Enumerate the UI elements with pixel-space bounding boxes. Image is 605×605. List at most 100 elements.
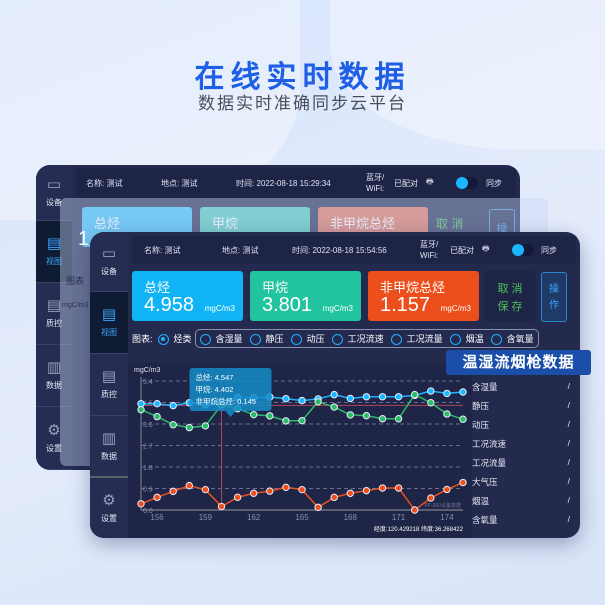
data-point	[427, 399, 435, 407]
sidebar-label: 设备	[46, 198, 62, 207]
data-point	[394, 484, 403, 492]
radio-3[interactable]: 动压	[290, 332, 325, 346]
sidebar-item-view[interactable]: ▤ 视图	[36, 221, 72, 283]
param-row: 工况流速 /	[472, 438, 576, 457]
sidebar-label: 质控	[101, 390, 117, 399]
data-point	[201, 485, 210, 494]
param-label: 烟温	[472, 496, 490, 506]
data-point	[250, 410, 258, 419]
x-tick-label: 162	[247, 513, 261, 522]
param-label: 含湿量	[472, 382, 498, 392]
cancel-button[interactable]: 取 消	[497, 283, 523, 295]
radio-group: 含湿量 静压 动压 工况流速 工况流量 烟温 含氧量	[194, 329, 539, 349]
radio-circle	[199, 334, 211, 346]
radio-hydrocarbons[interactable]: 烃类	[157, 332, 192, 346]
operate-label: 作	[549, 300, 559, 311]
sidebar-item-settings[interactable]: ⚙ 设置	[90, 478, 128, 538]
radio-circle	[249, 334, 261, 346]
headline: 在线实时数据	[194, 61, 411, 94]
sidebar-item-view[interactable]: ▤ 视图	[90, 292, 128, 354]
paired-status: 已配对	[450, 245, 474, 255]
save-button[interactable]: 保 存	[497, 301, 523, 313]
sync-toggle[interactable]	[456, 177, 478, 189]
data-point	[411, 506, 419, 514]
radio-circle	[290, 334, 302, 346]
data-point	[137, 399, 145, 408]
data-point	[153, 399, 161, 408]
radio-6[interactable]: 烟温	[449, 332, 484, 346]
data-point	[411, 390, 419, 399]
tooltip-pointer	[225, 411, 236, 417]
param-value: /	[567, 419, 570, 429]
data-point	[459, 478, 467, 487]
radio-circle	[449, 334, 461, 346]
sidebar-item-device[interactable]: ▭ 设备	[90, 232, 128, 292]
back-header: 名称: 测试 地点: 测试 时间: 2022-08-18 15:29:34 蓝牙…	[76, 168, 516, 198]
chart-unit: mgC/m3	[62, 302, 89, 309]
radio-4[interactable]: 工况流速	[331, 332, 384, 346]
param-row: 含氧量 /	[472, 514, 576, 533]
x-tick-label: 174	[440, 513, 454, 522]
card-unit: mgC/m3	[322, 304, 353, 313]
y-tick-label: 3.6	[143, 422, 153, 429]
param-label: 动压	[472, 420, 490, 430]
sidebar-label: 视图	[101, 328, 117, 337]
wifi-label: WiFi:	[420, 251, 439, 260]
operate-button[interactable]: 操作	[541, 272, 567, 322]
printer-icon[interactable]: 🖶	[482, 244, 490, 253]
radio-label: 工况流速	[347, 334, 384, 344]
timestamp: 时间: 2022-08-18 15:54:56	[292, 245, 387, 255]
data-point	[443, 389, 451, 398]
sync-toggle[interactable]	[512, 244, 534, 256]
param-row: 工况流量 /	[472, 457, 576, 476]
card-methane: 甲烷 3.801 mgC/m3	[250, 271, 361, 321]
sidebar-item-settings[interactable]: ⚙ 设置	[36, 407, 72, 470]
param-value: /	[567, 381, 570, 391]
radio-1[interactable]: 含湿量	[199, 332, 243, 346]
param-row: 动压 /	[472, 419, 576, 438]
tablet-icon: ▭	[46, 176, 62, 193]
window-icon: ▤	[46, 235, 62, 252]
front-device-panel: ▭ 设备 ▤ 视图 ▤ 质控 ▥ 数据 ⚙ 设置 名称: 测试 地点: 测试 时间: 20…	[90, 232, 580, 538]
watermark: PF-300设备数据	[425, 502, 461, 509]
data-point	[266, 412, 274, 420]
card-value: 3.801	[262, 294, 313, 316]
param-value: /	[567, 514, 570, 524]
data-point	[282, 483, 290, 492]
sidebar-item-qc[interactable]: ▤ 质控	[90, 354, 128, 416]
sidebar-label: 数据	[46, 381, 62, 390]
front-header: 名称: 测试 地点: 测试 时间: 2022-08-18 15:54:56 蓝牙…	[132, 236, 576, 264]
radio-2[interactable]: 静压	[249, 332, 284, 346]
radio-label: 含氧量	[506, 334, 534, 344]
card-unit: mgC/m3	[440, 304, 471, 313]
param-label: 含氧量	[472, 515, 498, 525]
chart-label: 图表:	[132, 334, 153, 345]
sidebar-item-data[interactable]: ▥ 数据	[36, 345, 72, 407]
sidebar-label: 设置	[101, 513, 117, 523]
window-icon: ▤	[46, 297, 62, 314]
cancel-button[interactable]: 取 消	[436, 217, 464, 231]
param-label: 静压	[472, 401, 490, 411]
operate-label: 操	[549, 284, 559, 295]
sidebar-item-device[interactable]: ▭ 设备	[36, 165, 72, 221]
printer-icon[interactable]: 🖶	[426, 177, 434, 186]
data-point	[346, 411, 355, 419]
y-tick-label: 5.4	[143, 379, 153, 386]
back-sidebar: ▭ 设备 ▤ 视图 ▤ 质控 ▥ 数据 ⚙ 设置	[36, 165, 72, 470]
sidebar-item-data[interactable]: ▥ 数据	[90, 416, 128, 478]
tooltip-line: 总烃: 4.547	[196, 372, 234, 382]
data-point	[282, 417, 290, 425]
data-point	[314, 503, 322, 512]
radio-7[interactable]: 含氧量	[490, 332, 534, 346]
data-point	[394, 393, 403, 401]
window-icon: ▤	[101, 368, 117, 385]
feature-banner: 温湿流烟枪数据	[446, 350, 591, 375]
device-name: 名称: 测试	[86, 178, 123, 188]
sidebar-item-qc[interactable]: ▤ 质控	[36, 283, 72, 345]
gear-icon: ⚙	[102, 491, 116, 509]
data-point	[362, 411, 371, 420]
param-label: 大气压	[472, 477, 498, 487]
param-value: /	[567, 476, 570, 486]
radio-5[interactable]: 工况流量	[390, 332, 443, 346]
